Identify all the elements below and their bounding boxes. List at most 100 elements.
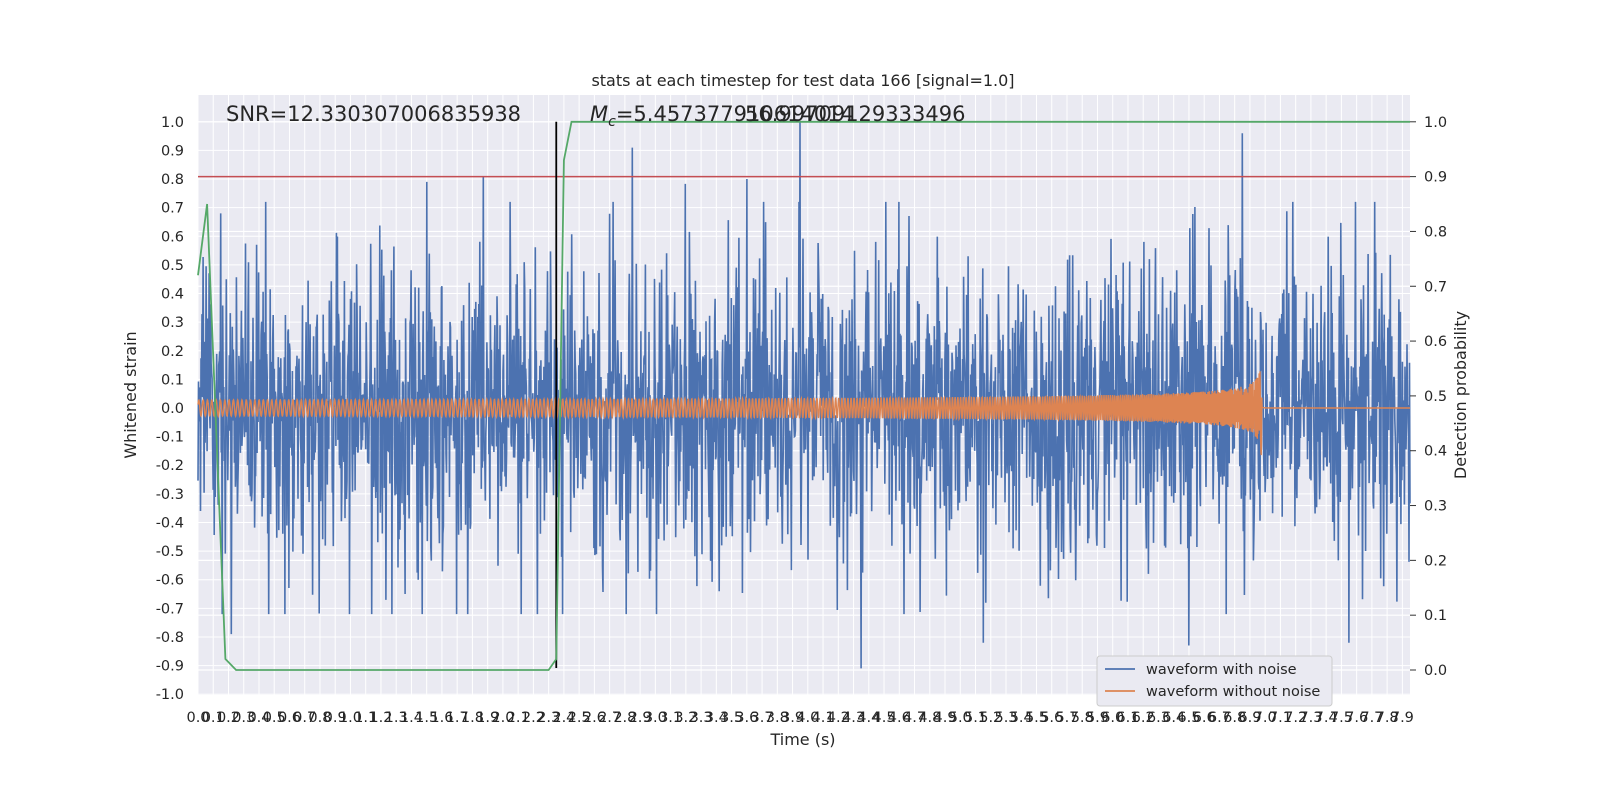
x-tick-label: 5.9 [1086, 710, 1109, 726]
x-tick-label: 2.2 [522, 710, 545, 726]
legend-label-clean: waveform without noise [1146, 684, 1320, 700]
x-tick-label: 3.5 [720, 710, 743, 726]
x-tick-label: 3.2 [674, 710, 697, 726]
y-tick-label-left: 0.9 [161, 143, 184, 159]
x-tick-label: 6.5 [1177, 710, 1200, 726]
y-axis-label-left: Whitened strain [121, 331, 140, 458]
y-tick-label-left: 0.0 [161, 401, 184, 417]
x-tick-label: 1.8 [461, 710, 484, 726]
x-tick-label: 1.5 [415, 710, 438, 726]
x-tick-label: 4.5 [873, 710, 896, 726]
y-tick-label-right: 1.0 [1424, 115, 1447, 131]
x-tick-label: 2.1 [507, 710, 530, 726]
y-tick-label-left: 0.7 [161, 201, 184, 217]
x-tick-label: 3.0 [644, 710, 667, 726]
mc-value: =5.457377910614014 [616, 102, 854, 126]
x-tick-label: 4.2 [827, 710, 850, 726]
legend: waveform with noise waveform without noi… [1096, 655, 1333, 707]
x-tick-label: 0.0 [186, 710, 209, 726]
x-tick-label: 7.3 [1299, 710, 1322, 726]
x-tick-label: 6.3 [1147, 710, 1170, 726]
x-tick-label: 1.1 [354, 710, 377, 726]
x-tick-label: 4.6 [888, 710, 911, 726]
mc-subscript: c [608, 114, 616, 130]
y-tick-label-right: 0.6 [1424, 334, 1447, 350]
x-tick-label: 3.1 [659, 710, 682, 726]
x-tick-label: 0.1 [202, 710, 225, 726]
x-tick-label: 0.3 [232, 710, 255, 726]
y-tick-label-right: 0.5 [1424, 389, 1447, 405]
x-tick-label: 2.0 [491, 710, 514, 726]
y-tick-label-left: -0.9 [156, 659, 184, 675]
x-tick-label: 5.6 [1040, 710, 1063, 726]
x-tick-label: 4.4 [857, 710, 880, 726]
x-tick-label: 0.7 [293, 710, 316, 726]
y-tick-label-left: 0.1 [161, 372, 184, 388]
mc-symbol: M [590, 102, 608, 126]
x-tick-label: 5.0 [949, 710, 972, 726]
x-tick-label: 0.6 [278, 710, 301, 726]
y-axis-label-right: Detection probability [1451, 311, 1470, 479]
y-tick-label-right: 0.8 [1424, 224, 1447, 240]
x-tick-label: 7.6 [1345, 710, 1368, 726]
y-tick-label-right: 0.3 [1424, 499, 1447, 515]
x-tick-label: 1.2 [369, 710, 392, 726]
x-tick-label: 3.7 [751, 710, 774, 726]
x-tick-label: 0.4 [247, 710, 270, 726]
y-tick-label-left: 1.0 [161, 115, 184, 131]
x-tick-label: 6.9 [1238, 710, 1261, 726]
x-tick-label: 2.3 [537, 710, 560, 726]
y-tick-label-right: 0.0 [1424, 663, 1447, 679]
y-tick-label-left: 0.3 [161, 315, 184, 331]
series-line-detection-probability [197, 120, 1410, 671]
legend-label-noise: waveform with noise [1146, 662, 1297, 678]
x-tick-label: 2.6 [583, 710, 606, 726]
snr-annotation: SNR=12.330307006835938 [226, 102, 521, 126]
y-tick-label-left: -0.3 [156, 487, 184, 503]
y-tick-label-left: 0.6 [161, 229, 184, 245]
x-tick-label: 1.3 [385, 710, 408, 726]
x-tick-label: 6.7 [1208, 710, 1231, 726]
x-tick-label: 7.0 [1254, 710, 1277, 726]
x-tick-label: 2.9 [629, 710, 652, 726]
x-tick-label: 2.7 [598, 710, 621, 726]
y-tick-label-left: -0.4 [156, 515, 184, 531]
x-tick-label: 7.8 [1376, 710, 1399, 726]
x-tick-label: 6.1 [1116, 710, 1139, 726]
x-axis-label: Time (s) [769, 730, 835, 749]
y-tick-label-left: -0.1 [156, 430, 184, 446]
x-tick-label: 4.0 [796, 710, 819, 726]
y-tick-label-right: 0.1 [1424, 608, 1447, 624]
x-tick-label: 7.7 [1360, 710, 1383, 726]
x-tick-label: 5.8 [1071, 710, 1094, 726]
x-tick-label: 6.6 [1193, 710, 1216, 726]
x-tick-label: 7.1 [1269, 710, 1292, 726]
x-tick-label: 2.4 [552, 710, 575, 726]
data-layer [197, 120, 1411, 671]
x-tick-label: 2.8 [613, 710, 636, 726]
tick-labels: 0.00.10.20.30.40.50.60.70.80.91.01.11.21… [156, 115, 1447, 726]
x-tick-label: 5.7 [1055, 710, 1078, 726]
x-tick-label: 5.5 [1025, 710, 1048, 726]
x-tick-label: 1.0 [339, 710, 362, 726]
y-tick-label-left: -0.8 [156, 630, 184, 646]
y-tick-label-right: 0.7 [1424, 279, 1447, 295]
x-tick-label: 4.1 [812, 710, 835, 726]
x-tick-label: 3.8 [766, 710, 789, 726]
x-tick-label: 4.9 [933, 710, 956, 726]
x-tick-label: 1.4 [400, 710, 423, 726]
y-tick-label-left: 0.2 [161, 344, 184, 360]
legend-box [1096, 655, 1333, 707]
y-tick-label-left: -0.7 [156, 601, 184, 617]
y-tick-label-left: -1.0 [156, 687, 184, 703]
y-tick-label-left: -0.5 [156, 544, 184, 560]
x-tick-label: 5.3 [994, 710, 1017, 726]
x-tick-label: 0.9 [324, 710, 347, 726]
x-tick-label: 1.7 [446, 710, 469, 726]
x-tick-label: 7.9 [1391, 710, 1414, 726]
x-tick-label: 7.4 [1315, 710, 1338, 726]
y-tick-label-right: 0.4 [1424, 444, 1447, 460]
x-tick-label: 6.4 [1162, 710, 1185, 726]
x-tick-label: 6.2 [1132, 710, 1155, 726]
